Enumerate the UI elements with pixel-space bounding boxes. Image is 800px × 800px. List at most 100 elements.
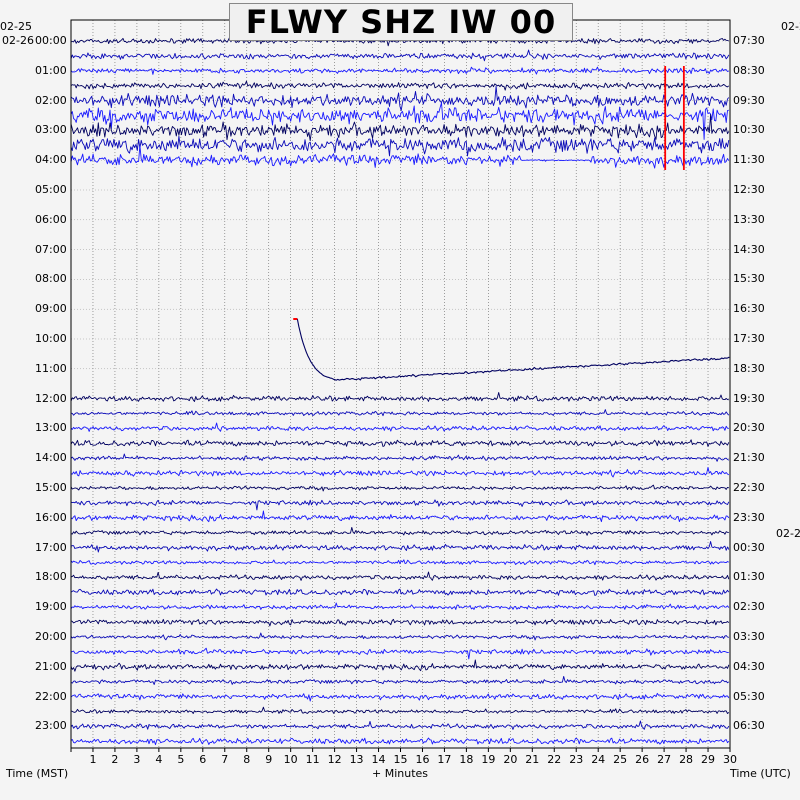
minute-tick-label: 12 xyxy=(327,753,342,766)
trace-row xyxy=(70,102,729,140)
trace-row xyxy=(70,737,730,746)
trace-row xyxy=(70,114,730,142)
minute-tick-label: 1 xyxy=(89,753,97,766)
right-tick-label: 18:30 xyxy=(733,361,765,375)
left-tick-label: 23:00 xyxy=(35,719,67,733)
left-tick-label: 22:00 xyxy=(35,689,67,703)
trace-row xyxy=(70,439,730,447)
left-tick-label: 18:00 xyxy=(35,570,67,584)
minute-tick-label: 5 xyxy=(177,753,185,766)
minute-tick-label: 19 xyxy=(481,753,496,766)
left-tick-label: 02:00 xyxy=(35,93,67,107)
left-tick-label: 08:00 xyxy=(35,272,67,286)
left-tick-label: 04:00 xyxy=(35,153,67,167)
minute-tick-label: 2 xyxy=(111,753,119,766)
left-tick-label: 03:00 xyxy=(35,123,67,137)
trace-row xyxy=(70,66,729,75)
drift-trace xyxy=(296,318,730,381)
trace-row xyxy=(70,135,730,157)
right-tick-label: 10:30 xyxy=(733,123,765,137)
left-tick-label: 21:00 xyxy=(35,659,67,673)
minute-tick-label: 16 xyxy=(415,753,430,766)
seismic-traces xyxy=(70,36,730,746)
title-box: FLWY SHZ IW 00 xyxy=(229,3,573,41)
trace-row xyxy=(70,647,729,660)
left-tick-label: 20:00 xyxy=(35,630,67,643)
trace-row xyxy=(70,85,730,111)
minute-tick-label: 29 xyxy=(701,753,716,766)
right-tick-label: 06:30 xyxy=(733,719,765,733)
trace-row xyxy=(70,484,729,492)
left-tick-label: 16:00 xyxy=(35,510,67,524)
minute-tick-label: 18 xyxy=(459,753,474,766)
right-tick-label: 04:30 xyxy=(733,659,765,673)
right-tick-label: 16:30 xyxy=(733,302,765,316)
right-tick-label: 11:30 xyxy=(733,153,765,167)
minute-tick-label: 23 xyxy=(569,753,584,766)
minute-tick-label: 26 xyxy=(635,753,650,766)
left-tick-label: 05:00 xyxy=(35,183,67,196)
minute-tick-label: 21 xyxy=(525,753,540,766)
left-tick-label: 07:00 xyxy=(35,242,67,256)
left-date: 02-26 xyxy=(2,34,34,47)
minute-tick-label: 10 xyxy=(283,753,298,766)
trace-row xyxy=(70,466,730,478)
left-tick-label: 11:00 xyxy=(35,361,67,375)
trace-row xyxy=(70,409,730,417)
trace-row xyxy=(70,588,730,596)
chart-title: FLWY SHZ IW 00 xyxy=(245,3,557,41)
minute-tick-label: 24 xyxy=(591,753,606,766)
trace-row xyxy=(70,541,730,553)
trace-row xyxy=(71,571,730,581)
right-tick-label: 02:30 xyxy=(733,600,765,614)
right-tick-label: 03:30 xyxy=(733,630,765,643)
left-tick-label: 06:00 xyxy=(35,212,67,226)
minute-tick-label: 20 xyxy=(503,753,518,766)
trace-row xyxy=(70,632,729,641)
right-tick-label: 01:30 xyxy=(733,570,765,584)
right-axis-label: Time (UTC) xyxy=(730,767,791,780)
minute-tick-label: 7 xyxy=(221,753,229,766)
left-tick-label: 12:00 xyxy=(35,391,67,405)
trace-row xyxy=(70,422,729,432)
left-tick-label: 00:00 xyxy=(35,34,67,47)
right-tick-label: 22:30 xyxy=(733,481,765,494)
left-tick-label: 10:00 xyxy=(35,332,67,345)
left-date-top: 02-25 xyxy=(0,20,32,33)
bottom-axis-label: + Minutes xyxy=(372,767,429,780)
left-tick-label: 19:00 xyxy=(35,600,67,614)
right-tick-label: 00:30 xyxy=(733,540,765,554)
right-tick-label: 13:30 xyxy=(733,212,765,226)
trace-row xyxy=(70,510,730,523)
left-tick-label: 17:00 xyxy=(35,540,67,554)
right-tick-label: 17:30 xyxy=(733,332,765,345)
right-tick-label: 07:30 xyxy=(733,34,765,47)
right-tick-label: 20:30 xyxy=(733,421,765,435)
minute-tick-label: 22 xyxy=(547,753,562,766)
minute-tick-label: 8 xyxy=(243,753,251,766)
trace-row xyxy=(70,720,730,730)
left-tick-label: 15:00 xyxy=(35,481,67,494)
right-tick-label: 08:30 xyxy=(733,63,765,77)
left-axis-label: Time (MST) xyxy=(6,767,69,780)
trace-row xyxy=(70,526,729,536)
minute-tick-label: 14 xyxy=(371,753,386,766)
trace-row xyxy=(70,692,730,702)
left-tick-label: 01:00 xyxy=(35,63,67,77)
left-tick-label: 13:00 xyxy=(35,421,67,435)
minute-tick-label: 13 xyxy=(349,753,364,766)
left-tick-label: 09:00 xyxy=(35,302,67,316)
trace-row xyxy=(70,706,730,714)
left-tick-label: 14:00 xyxy=(35,451,67,465)
trace-row xyxy=(70,80,730,91)
right-tick-label: 05:30 xyxy=(733,689,765,703)
right-tick-label: 12:30 xyxy=(733,183,765,196)
minute-tick-label: 3 xyxy=(133,753,141,766)
trace-row xyxy=(70,675,730,685)
minute-tick-label: 28 xyxy=(679,753,694,766)
trace-row xyxy=(70,499,730,511)
trace-row xyxy=(70,49,730,62)
trace-row xyxy=(70,618,730,627)
right-tick-label: 19:30 xyxy=(733,391,765,405)
